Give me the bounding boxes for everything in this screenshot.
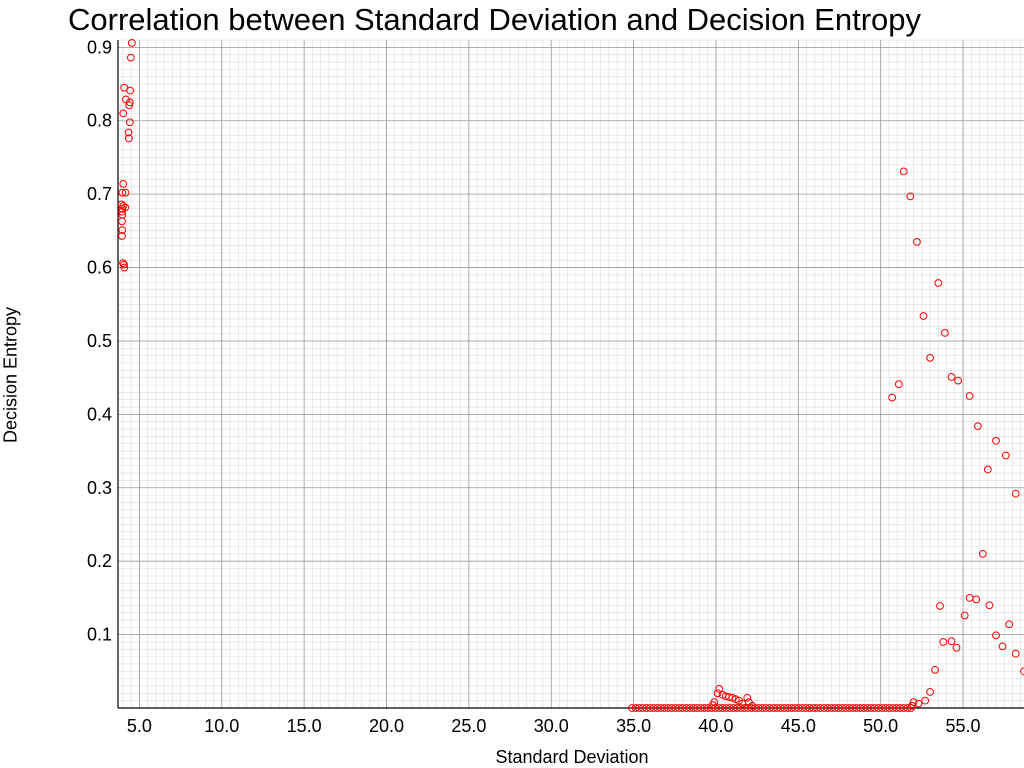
data-point	[1011, 489, 1020, 498]
y-tick-label: 0.6	[87, 258, 112, 278]
chart-title: Correlation between Standard Deviation a…	[68, 2, 921, 37]
data-point	[124, 134, 133, 143]
data-point	[926, 353, 935, 362]
y-tick-label: 0.8	[87, 111, 112, 131]
y-tick-label: 0.7	[87, 184, 112, 204]
data-point	[947, 373, 956, 381]
data-point	[921, 696, 930, 705]
y-tick-label: 0.5	[87, 331, 112, 351]
x-tick-label: 55.0	[946, 716, 981, 736]
data-point	[738, 699, 747, 708]
x-tick-label: 10.0	[204, 716, 239, 736]
data-point	[713, 689, 722, 698]
data-point	[899, 167, 908, 176]
data-point	[127, 39, 136, 47]
data-point	[1001, 451, 1010, 460]
data-point	[973, 422, 982, 431]
data-point	[118, 204, 127, 213]
data-point	[983, 465, 992, 474]
data-point	[909, 698, 918, 707]
data-point	[936, 602, 944, 610]
data-point	[926, 687, 935, 696]
data-point	[954, 376, 963, 385]
data-point	[708, 701, 717, 709]
data-point	[118, 217, 126, 226]
data-point	[126, 53, 135, 62]
data-point	[941, 328, 949, 337]
data-point	[952, 643, 961, 652]
x-tick-label: 15.0	[287, 716, 322, 736]
data-point	[934, 279, 943, 287]
y-tick-label: 0.3	[87, 478, 112, 498]
data-point	[931, 665, 939, 674]
minor-grid	[118, 39, 1024, 709]
data-point	[715, 685, 724, 693]
x-tick-label: 50.0	[863, 716, 898, 736]
data-point	[118, 207, 126, 216]
data-point	[119, 179, 128, 188]
data-point	[120, 260, 128, 269]
data-point	[903, 704, 912, 712]
data-point	[906, 192, 915, 201]
data-point	[998, 642, 1007, 651]
data-point	[978, 549, 987, 558]
y-tick-label: 0.2	[87, 551, 112, 571]
data-point	[118, 188, 127, 197]
data-point	[119, 259, 127, 268]
x-axis-label: Standard Deviation	[495, 747, 649, 767]
x-tick-label: 25.0	[451, 716, 486, 736]
data-point	[913, 237, 921, 246]
x-tick-label: 35.0	[616, 716, 651, 736]
data-point	[939, 638, 948, 646]
y-tick-label: 0.9	[87, 37, 112, 57]
x-tick-label: 5.0	[127, 716, 152, 736]
axes	[117, 40, 1024, 709]
data-point	[894, 380, 903, 389]
x-tick-label: 40.0	[698, 716, 733, 736]
data-point	[748, 701, 757, 710]
x-tick-label: 30.0	[534, 716, 569, 736]
x-tick-label: 45.0	[781, 716, 816, 736]
data-point	[908, 701, 916, 710]
data-point	[888, 393, 897, 402]
y-tick-label: 0.1	[87, 625, 112, 645]
data-point	[947, 637, 956, 646]
data-point	[985, 601, 994, 610]
data-point	[992, 436, 1000, 445]
data-point	[1011, 649, 1020, 658]
data-point	[972, 595, 981, 604]
data-point	[965, 392, 974, 400]
data-point	[118, 226, 127, 235]
data-point	[125, 118, 134, 127]
tick-labels: 5.0 10.0 15.0 20.0 25.0 30.0 35.0 40.0 45.0 50.0 5…	[87, 37, 981, 736]
data-points	[117, 39, 1024, 712]
data-point	[119, 109, 128, 118]
data-point	[1005, 620, 1014, 629]
data-point	[992, 631, 1000, 640]
data-point	[121, 188, 130, 197]
data-point	[919, 312, 928, 320]
x-tick-label: 20.0	[369, 716, 404, 736]
data-point	[126, 86, 135, 95]
data-point	[125, 101, 134, 110]
data-point	[960, 611, 969, 620]
data-point	[124, 128, 133, 137]
data-point	[118, 232, 126, 240]
y-tick-label: 0.4	[87, 404, 112, 424]
data-point	[120, 263, 129, 272]
data-point	[743, 693, 752, 702]
data-point	[125, 98, 134, 107]
major-grid	[118, 40, 1024, 708]
